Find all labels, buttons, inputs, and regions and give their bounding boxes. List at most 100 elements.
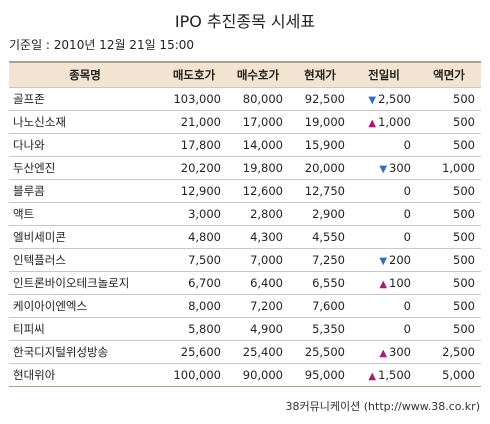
cell-par-value: 500 [453, 299, 475, 313]
header-change: 전일비 [351, 61, 417, 88]
cell-par: 500 [417, 248, 481, 272]
header-ask: 매도호가 [161, 61, 227, 88]
cell-name: 블루콤 [9, 179, 161, 203]
cell-bid-value: 90,000 [242, 368, 283, 382]
cell-name: 나노신소재 [9, 110, 161, 134]
table-row: 한국디지털위성방송 25,600 25,400 25,500 ▲ 300 2,500 [9, 340, 481, 364]
cell-name: 인트론바이오테크놀로지 [9, 271, 161, 295]
cell-ask-value: 25,600 [180, 345, 221, 359]
cell-change-value: 0 [403, 322, 411, 336]
cell-par: 500 [417, 133, 481, 157]
cell-par-value: 500 [453, 115, 475, 129]
cell-price-value: 4,550 [312, 230, 345, 244]
cell-par-value: 2,500 [442, 345, 475, 359]
cell-change-value: 300 [389, 161, 411, 175]
cell-bid-value: 17,000 [242, 115, 283, 129]
cell-ask: 8,000 [161, 294, 227, 318]
base-date: 기준일 : 2010년 12월 21일 15:00 [9, 38, 195, 52]
cell-ask: 21,000 [161, 110, 227, 134]
cell-name: 인텍플러스 [9, 248, 161, 272]
cell-price: 25,500 [289, 340, 351, 364]
cell-change: ▲ 1,500 [351, 363, 417, 387]
cell-ask-value: 6,700 [188, 276, 221, 290]
table-row: 인텍플러스 7,500 7,000 7,250 ▼ 200 500 [9, 248, 481, 272]
cell-ask: 4,800 [161, 225, 227, 249]
cell-bid: 7,000 [227, 248, 289, 272]
cell-name: 액트 [9, 202, 161, 226]
cell-par-value: 500 [453, 276, 475, 290]
table-row: 엘비세미콘 4,800 4,300 4,550 0 500 [9, 225, 481, 249]
cell-par-value: 500 [453, 138, 475, 152]
triangle-up-icon: ▲ [368, 371, 377, 382]
table-row: 현대위아 100,000 90,000 95,000 ▲ 1,500 5,000 [9, 363, 481, 387]
cell-price-value: 7,250 [312, 253, 345, 267]
cell-change: 0 [351, 317, 417, 341]
cell-name-value: 두산엔진 [13, 161, 56, 175]
cell-par: 500 [417, 110, 481, 134]
cell-price-value: 12,750 [304, 184, 345, 198]
cell-price-value: 95,000 [304, 368, 345, 382]
cell-ask: 12,900 [161, 179, 227, 203]
cell-price: 7,250 [289, 248, 351, 272]
table-header-row: 종목명 매도호가 매수호가 현재가 전일비 액면가 [9, 61, 481, 88]
cell-name-value: 블루콤 [13, 184, 45, 198]
header-price: 현재가 [289, 61, 351, 88]
cell-price: 92,500 [289, 87, 351, 111]
cell-name: 현대위아 [9, 363, 161, 387]
cell-bid: 4,900 [227, 317, 289, 341]
cell-price: 12,750 [289, 179, 351, 203]
cell-name-value: 다나와 [13, 138, 45, 152]
cell-price-value: 7,600 [312, 299, 345, 313]
cell-change-value: 1,500 [378, 368, 411, 382]
cell-bid-value: 7,000 [250, 253, 283, 267]
cell-ask: 6,700 [161, 271, 227, 295]
cell-ask-value: 7,500 [188, 253, 221, 267]
cell-change: 0 [351, 202, 417, 226]
cell-bid: 14,000 [227, 133, 289, 157]
cell-name: 엘비세미콘 [9, 225, 161, 249]
cell-ask-value: 8,000 [188, 299, 221, 313]
cell-name-value: 한국디지털위성방송 [13, 345, 109, 359]
cell-ask-value: 103,000 [173, 92, 221, 106]
cell-par: 500 [417, 202, 481, 226]
triangle-up-icon: ▲ [379, 348, 388, 359]
cell-ask-value: 5,800 [188, 322, 221, 336]
cell-ask-value: 4,800 [188, 230, 221, 244]
cell-name-value: 인텍플러스 [13, 253, 66, 267]
cell-change-value: 0 [403, 207, 411, 221]
triangle-up-icon: ▲ [368, 118, 377, 129]
cell-par: 500 [417, 271, 481, 295]
cell-par: 2,500 [417, 340, 481, 364]
cell-price-value: 25,500 [304, 345, 345, 359]
cell-bid-value: 14,000 [242, 138, 283, 152]
cell-bid-value: 7,200 [250, 299, 283, 313]
table-row: 케이아이엔엑스 8,000 7,200 7,600 0 500 [9, 294, 481, 318]
cell-par-value: 500 [453, 322, 475, 336]
cell-bid: 7,200 [227, 294, 289, 318]
cell-par-value: 500 [453, 230, 475, 244]
cell-change-value: 200 [389, 253, 411, 267]
cell-ask: 100,000 [161, 363, 227, 387]
header-bid: 매수호가 [227, 61, 289, 88]
cell-ask: 3,000 [161, 202, 227, 226]
cell-bid-value: 6,400 [250, 276, 283, 290]
table-row: 다나와 17,800 14,000 15,900 0 500 [9, 133, 481, 157]
cell-name-value: 인트론바이오테크놀로지 [13, 276, 130, 290]
quote-table: 종목명 매도호가 매수호가 현재가 전일비 액면가 골프존 103,000 80,0… [9, 61, 481, 387]
cell-name-value: 티피씨 [13, 322, 45, 336]
cell-change: ▼ 2,500 [351, 87, 417, 111]
cell-bid: 17,000 [227, 110, 289, 134]
source-credit: 38커뮤니케이션 (http://www.38.co.kr) [285, 400, 480, 413]
cell-bid-value: 25,400 [242, 345, 283, 359]
cell-price: 5,350 [289, 317, 351, 341]
cell-ask: 103,000 [161, 87, 227, 111]
cell-name: 두산엔진 [9, 156, 161, 180]
cell-bid: 2,800 [227, 202, 289, 226]
cell-ask-value: 3,000 [188, 207, 221, 221]
cell-change: ▼ 300 [351, 156, 417, 180]
cell-bid: 6,400 [227, 271, 289, 295]
cell-par: 500 [417, 179, 481, 203]
table-row: 티피씨 5,800 4,900 5,350 0 500 [9, 317, 481, 341]
cell-bid-value: 19,800 [242, 161, 283, 175]
cell-par: 500 [417, 87, 481, 111]
